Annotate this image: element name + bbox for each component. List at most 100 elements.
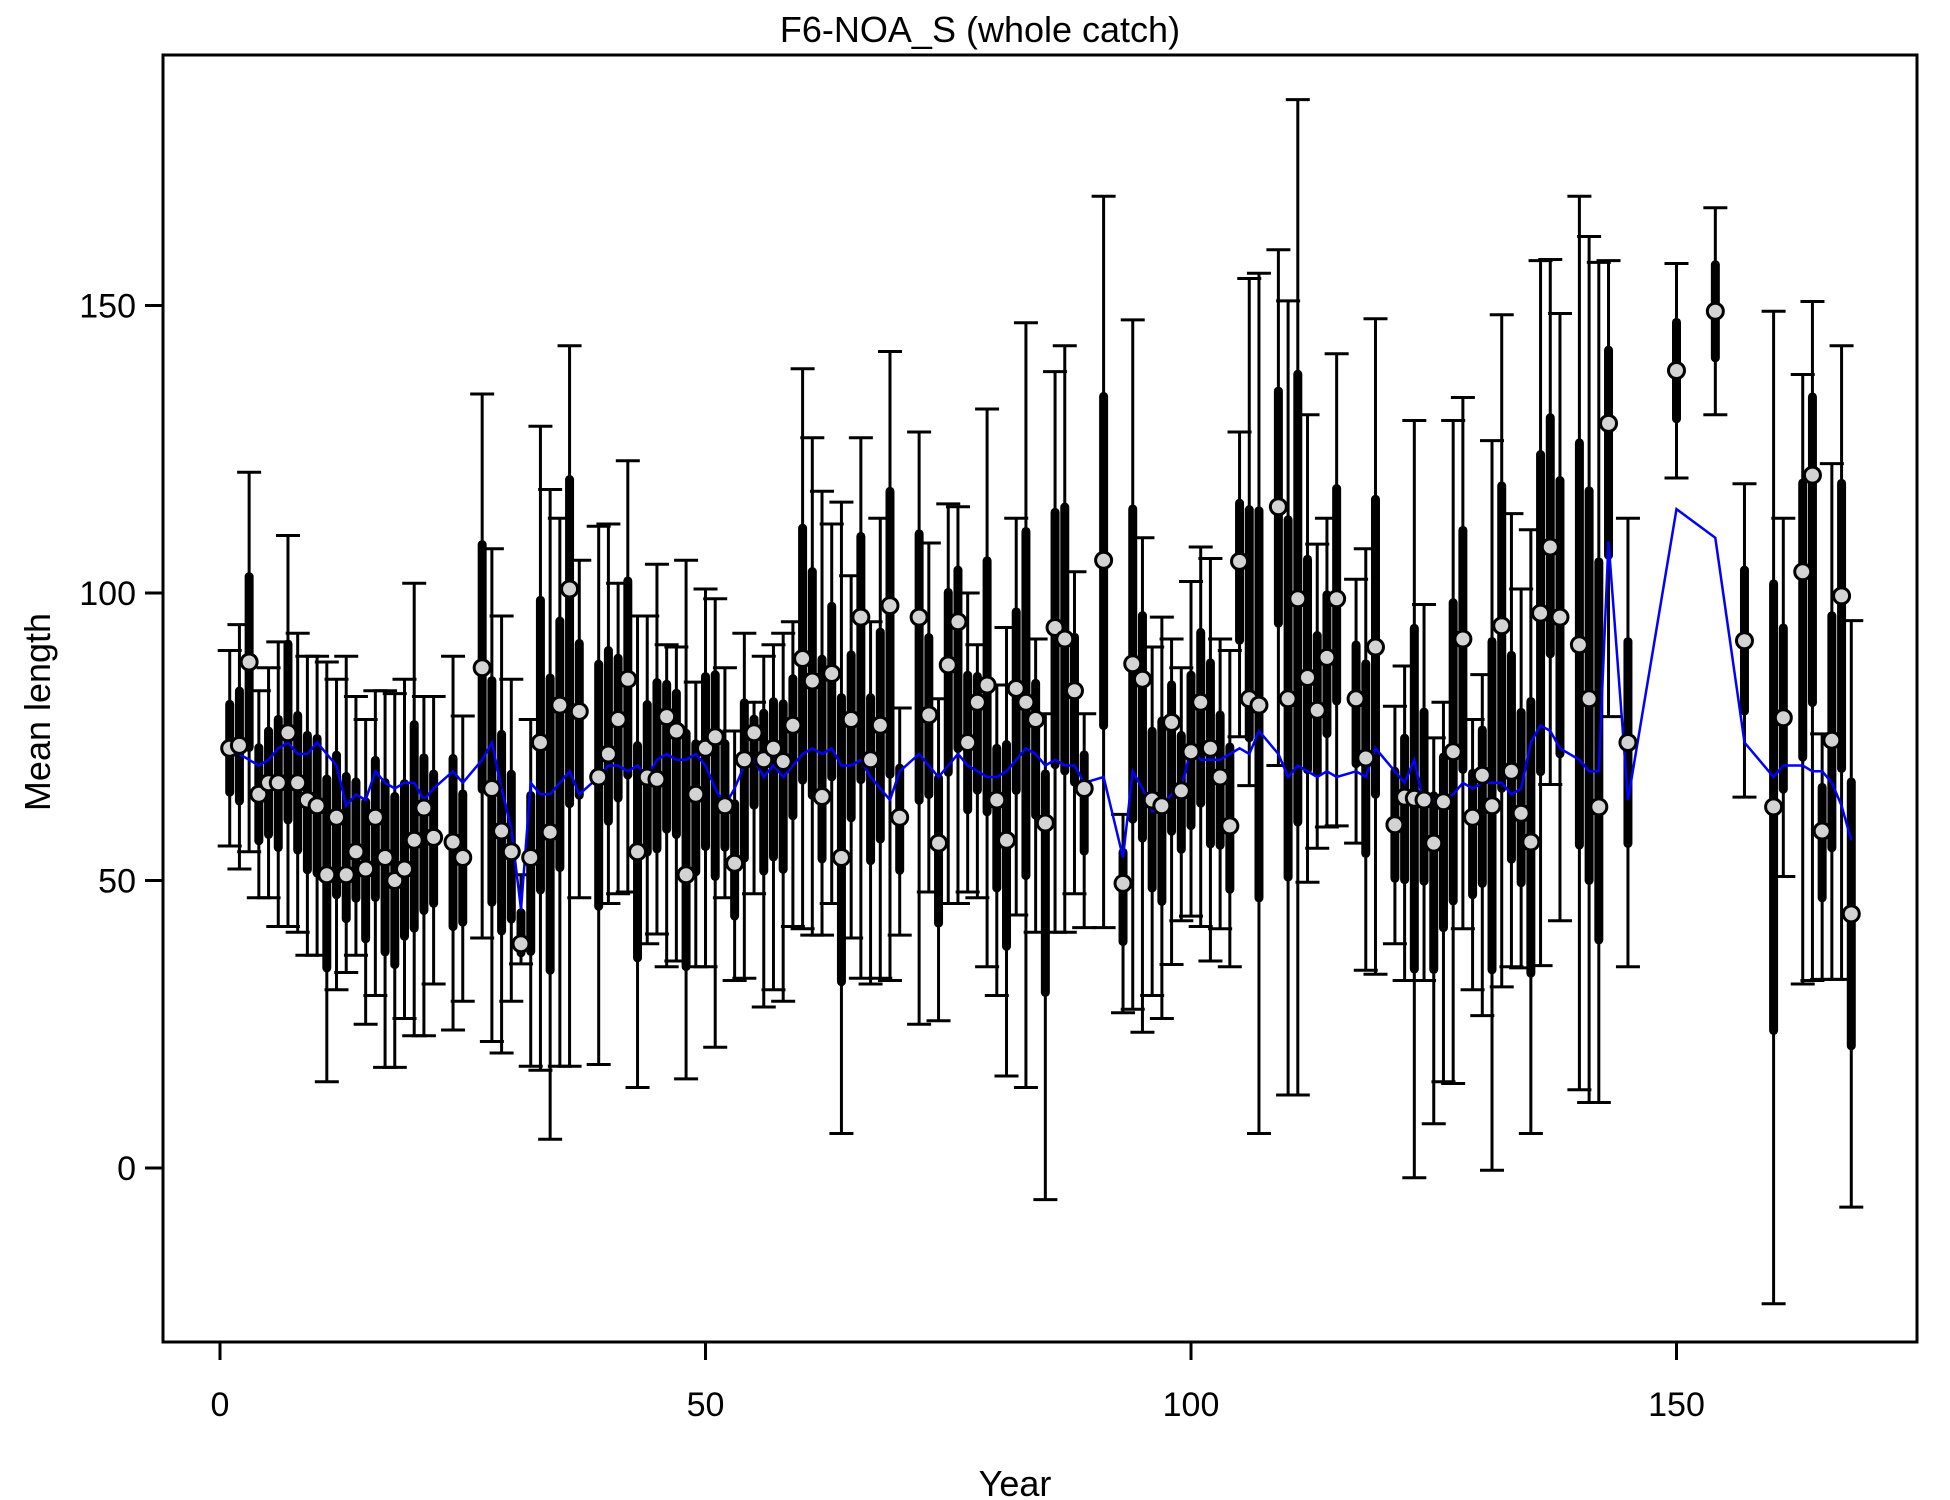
axes: 0 50 100 150 0 50 100 150: [79, 288, 1705, 1425]
observed-point: [997, 830, 1017, 850]
observation-98: [1159, 637, 1184, 966]
observed-point: [618, 669, 638, 689]
observation-88: [1062, 570, 1087, 896]
x-tick-label: 0: [211, 1386, 230, 1424]
observation-57: [761, 643, 786, 992]
observed-point: [1734, 631, 1754, 651]
x-tick-label: 150: [1648, 1386, 1705, 1424]
observed-point: [1433, 792, 1453, 812]
observed-point: [1230, 551, 1250, 571]
y-tick-label: 150: [79, 288, 136, 326]
observed-point: [1365, 637, 1385, 657]
observed-point: [560, 579, 580, 599]
observed-point: [317, 865, 337, 885]
observed-point: [453, 848, 473, 867]
observed-point: [1812, 821, 1832, 841]
observed-point: [1210, 767, 1230, 787]
observed-point: [967, 692, 987, 712]
observation-163: [1790, 373, 1815, 986]
observed-point: [647, 769, 667, 789]
observed-point: [1026, 710, 1046, 729]
observed-point: [356, 859, 376, 879]
observation-112: [1295, 413, 1320, 884]
observed-point: [1501, 761, 1521, 781]
observed-point: [1443, 742, 1463, 762]
x-tick-label: 100: [1163, 1386, 1220, 1424]
observed-point: [977, 675, 997, 695]
observed-point: [1540, 537, 1560, 557]
observation-65: [839, 574, 864, 940]
observation-36: [557, 344, 582, 1068]
observation-101: [1188, 545, 1213, 928]
observation-54: [732, 631, 757, 980]
observation-84: [1023, 637, 1048, 934]
observation-62: [810, 489, 835, 937]
observed-point: [1618, 733, 1638, 752]
observed-point: [1453, 629, 1473, 649]
observation-128: [1450, 396, 1475, 931]
observed-point: [1424, 833, 1444, 853]
observed-point: [870, 715, 890, 735]
observed-point: [948, 612, 968, 632]
observed-point: [890, 807, 910, 827]
observation-52: [712, 666, 737, 900]
observation-64: [829, 500, 854, 1135]
observed-point: [763, 738, 783, 758]
observed-point: [1064, 681, 1084, 701]
observed-point: [628, 842, 648, 862]
observed-point: [1132, 669, 1152, 689]
observed-point: [676, 865, 696, 885]
observed-point: [501, 842, 521, 862]
observed-point: [1288, 589, 1308, 609]
observation-56: [751, 654, 776, 1009]
observed-point: [598, 744, 618, 764]
observed-point: [666, 721, 686, 741]
x-tick-label: 50: [687, 1386, 725, 1424]
observation-69: [877, 350, 902, 983]
observation-129: [1460, 718, 1485, 992]
observed-point: [1832, 586, 1852, 606]
observed-point: [1521, 832, 1541, 852]
observed-point: [1841, 904, 1861, 924]
observed-point: [1802, 465, 1822, 485]
observed-point: [1307, 700, 1327, 720]
observed-point: [773, 751, 793, 771]
observed-point: [404, 830, 424, 850]
observation-51: [703, 597, 728, 1049]
observed-point: [1094, 550, 1114, 570]
x-axis-label: Year: [979, 1463, 1052, 1500]
y-tick-label: 100: [79, 575, 136, 613]
observed-point: [958, 733, 978, 752]
observed-point: [1220, 816, 1240, 836]
observed-point: [1463, 807, 1483, 827]
observed-point: [394, 859, 414, 879]
observation-40: [596, 522, 621, 905]
observed-point: [288, 773, 308, 793]
y-tick-label: 50: [98, 863, 136, 901]
observed-point: [1356, 748, 1376, 768]
observed-point: [793, 649, 813, 669]
observed-point: [1472, 765, 1492, 785]
observed-point: [1492, 616, 1512, 636]
observed-point: [1317, 647, 1337, 667]
observed-point: [686, 784, 706, 804]
observation-125: [1421, 736, 1446, 1126]
observed-point: [851, 607, 871, 627]
observed-point: [880, 596, 900, 616]
observed-point: [1298, 668, 1318, 688]
observed-point: [414, 798, 434, 818]
observed-point: [492, 821, 512, 841]
observed-point: [705, 727, 725, 747]
observation-13: [334, 654, 359, 974]
observed-point: [1152, 796, 1172, 816]
observed-point: [657, 707, 677, 727]
observed-point: [822, 664, 842, 683]
observed-point: [1268, 497, 1288, 517]
observed-point: [336, 865, 356, 885]
observed-point: [608, 710, 628, 729]
observed-point: [1385, 815, 1405, 835]
observed-point: [1569, 635, 1589, 655]
observed-point: [1249, 695, 1269, 715]
observed-point: [1599, 413, 1619, 433]
observed-point: [1705, 301, 1725, 321]
